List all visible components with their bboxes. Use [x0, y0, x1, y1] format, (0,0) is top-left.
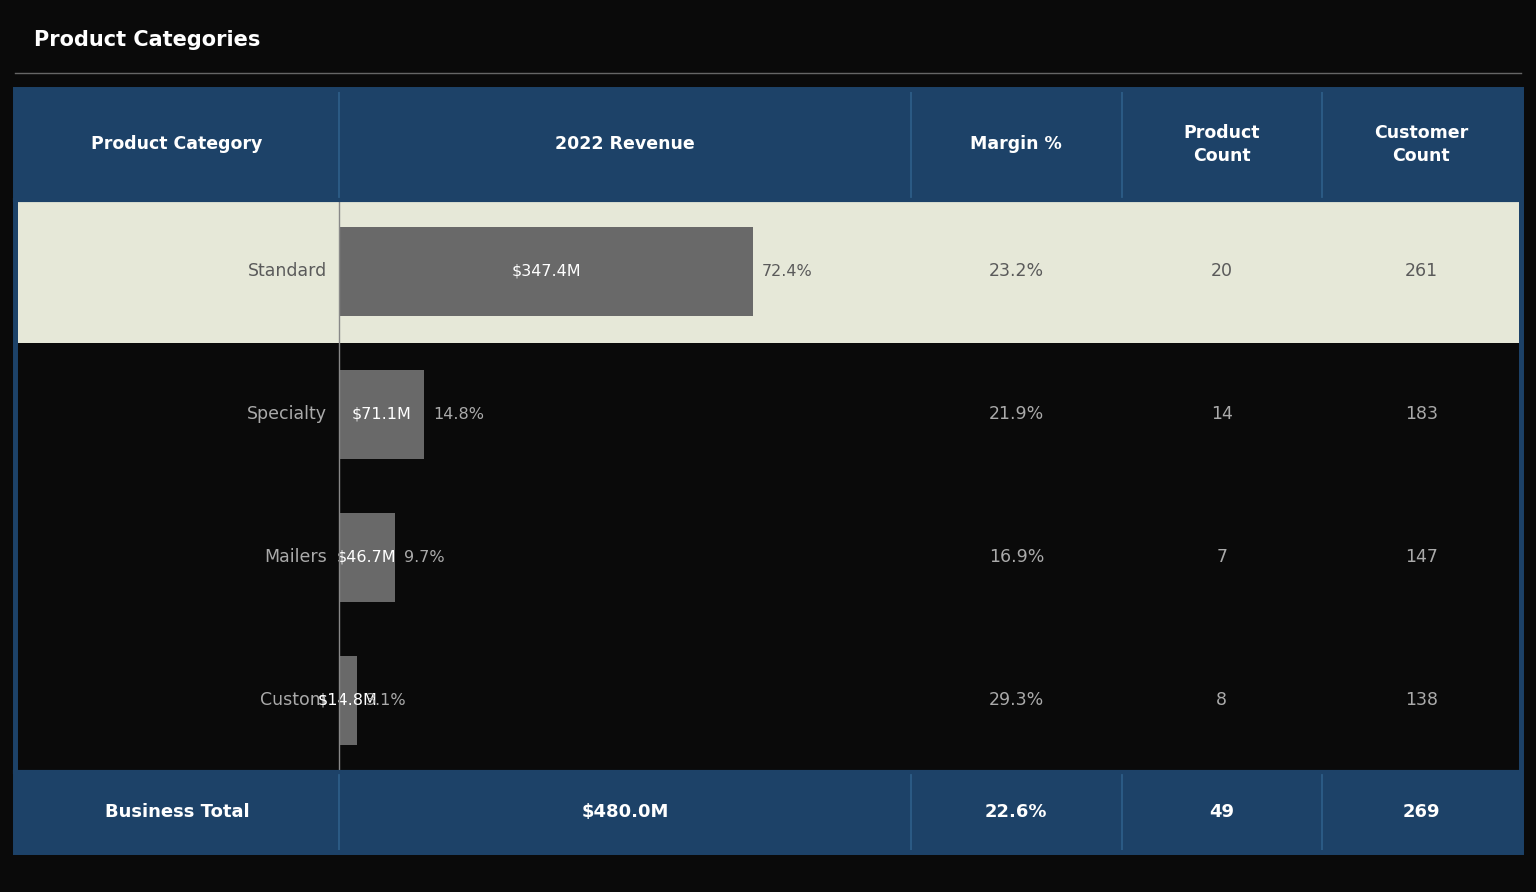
Text: 16.9%: 16.9% — [989, 549, 1044, 566]
Text: Mailers: Mailers — [264, 549, 327, 566]
Text: 22.6%: 22.6% — [985, 803, 1048, 821]
Text: 29.3%: 29.3% — [989, 691, 1044, 709]
Text: 9.7%: 9.7% — [404, 549, 444, 565]
Text: 269: 269 — [1402, 803, 1441, 821]
Bar — [15, 89, 1521, 852]
Text: 138: 138 — [1405, 691, 1438, 709]
Bar — [15, 343, 1521, 486]
Text: Custom: Custom — [260, 691, 327, 709]
Text: 3.1%: 3.1% — [366, 693, 407, 707]
Text: $480.0M: $480.0M — [581, 803, 668, 821]
Text: $71.1M: $71.1M — [352, 407, 412, 422]
Text: 14: 14 — [1210, 405, 1233, 424]
Text: Margin %: Margin % — [971, 136, 1063, 153]
Text: Specialty: Specialty — [247, 405, 327, 424]
Text: 49: 49 — [1209, 803, 1235, 821]
Text: Customer
Count: Customer Count — [1375, 124, 1468, 165]
Bar — [15, 629, 1521, 772]
Text: 7: 7 — [1217, 549, 1227, 566]
Text: $347.4M: $347.4M — [511, 264, 581, 279]
Text: 261: 261 — [1405, 262, 1438, 280]
Bar — [339, 656, 356, 745]
Bar — [15, 89, 1521, 852]
Bar — [15, 486, 1521, 629]
Text: Standard: Standard — [247, 262, 327, 280]
Bar — [339, 370, 424, 458]
Text: Business Total: Business Total — [104, 803, 249, 821]
Text: Product Categories: Product Categories — [34, 30, 260, 50]
Text: 20: 20 — [1210, 262, 1233, 280]
Bar — [15, 200, 1521, 343]
Text: $46.7M: $46.7M — [336, 549, 396, 565]
Text: 14.8%: 14.8% — [433, 407, 484, 422]
Text: Product
Count: Product Count — [1184, 124, 1260, 165]
Text: 147: 147 — [1405, 549, 1438, 566]
Bar — [339, 513, 395, 601]
Bar — [15, 772, 1521, 852]
Bar — [15, 89, 1521, 200]
Text: $14.8M: $14.8M — [318, 693, 378, 707]
Text: 183: 183 — [1405, 405, 1438, 424]
Text: Product Category: Product Category — [92, 136, 263, 153]
Bar — [339, 227, 753, 316]
Text: 2022 Revenue: 2022 Revenue — [554, 136, 694, 153]
Text: 8: 8 — [1217, 691, 1227, 709]
Text: 21.9%: 21.9% — [989, 405, 1044, 424]
Text: 23.2%: 23.2% — [989, 262, 1044, 280]
Text: 72.4%: 72.4% — [762, 264, 813, 279]
